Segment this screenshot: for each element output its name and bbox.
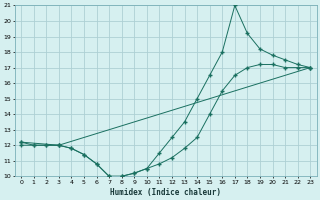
X-axis label: Humidex (Indice chaleur): Humidex (Indice chaleur) bbox=[110, 188, 221, 197]
